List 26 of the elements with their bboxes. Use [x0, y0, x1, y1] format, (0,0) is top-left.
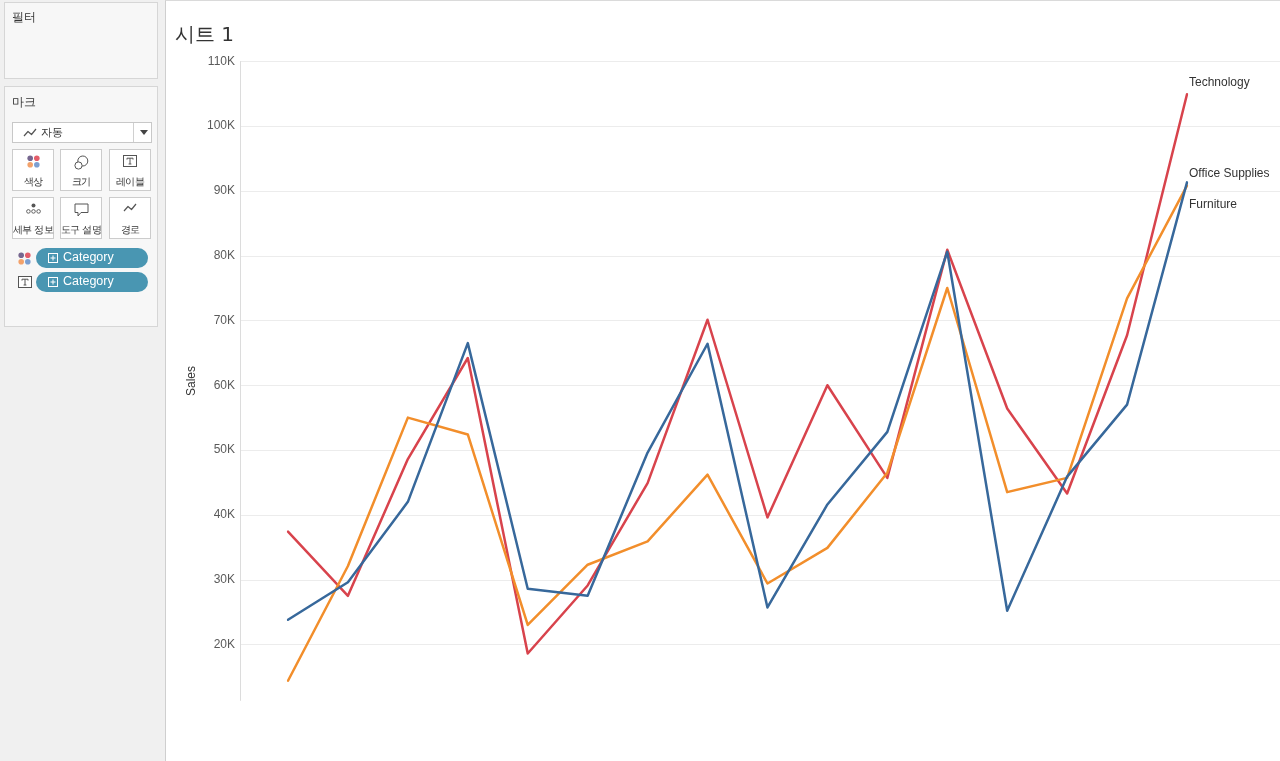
y-tick-label: 60K [213, 377, 235, 392]
dropdown: 자동 [12, 122, 152, 143]
button: 세부 정보 [12, 197, 54, 239]
y-tick-label: 70K [213, 312, 235, 327]
series-label: Office Supplies [1189, 165, 1270, 180]
text: 필터 [12, 9, 36, 26]
button: 도구 설명 [60, 197, 102, 239]
y-tick-label: 40K [213, 507, 235, 522]
button: 색상 [12, 149, 54, 191]
y-tick-label: 110K [207, 53, 235, 68]
pill: Category [36, 272, 148, 292]
y-tick-label: 30K [213, 571, 235, 586]
y-axis-title: Sales [183, 365, 198, 397]
button: 크기 [60, 149, 102, 191]
y-tick-label: 90K [213, 183, 235, 198]
series-label: Furniture [1189, 196, 1238, 211]
chart-title: 시트 1 [175, 22, 235, 47]
button: 경로 [109, 197, 151, 239]
series-label: Technology [1189, 74, 1250, 89]
pill: Category [36, 248, 148, 268]
y-tick-label: 100K [206, 118, 235, 133]
y-tick-label: 50K [213, 442, 235, 457]
y-tick-label: 20K [213, 636, 235, 651]
button: 레이블 [109, 149, 151, 191]
y-tick-label: 80K [213, 247, 235, 262]
text: 마크 [12, 94, 36, 111]
